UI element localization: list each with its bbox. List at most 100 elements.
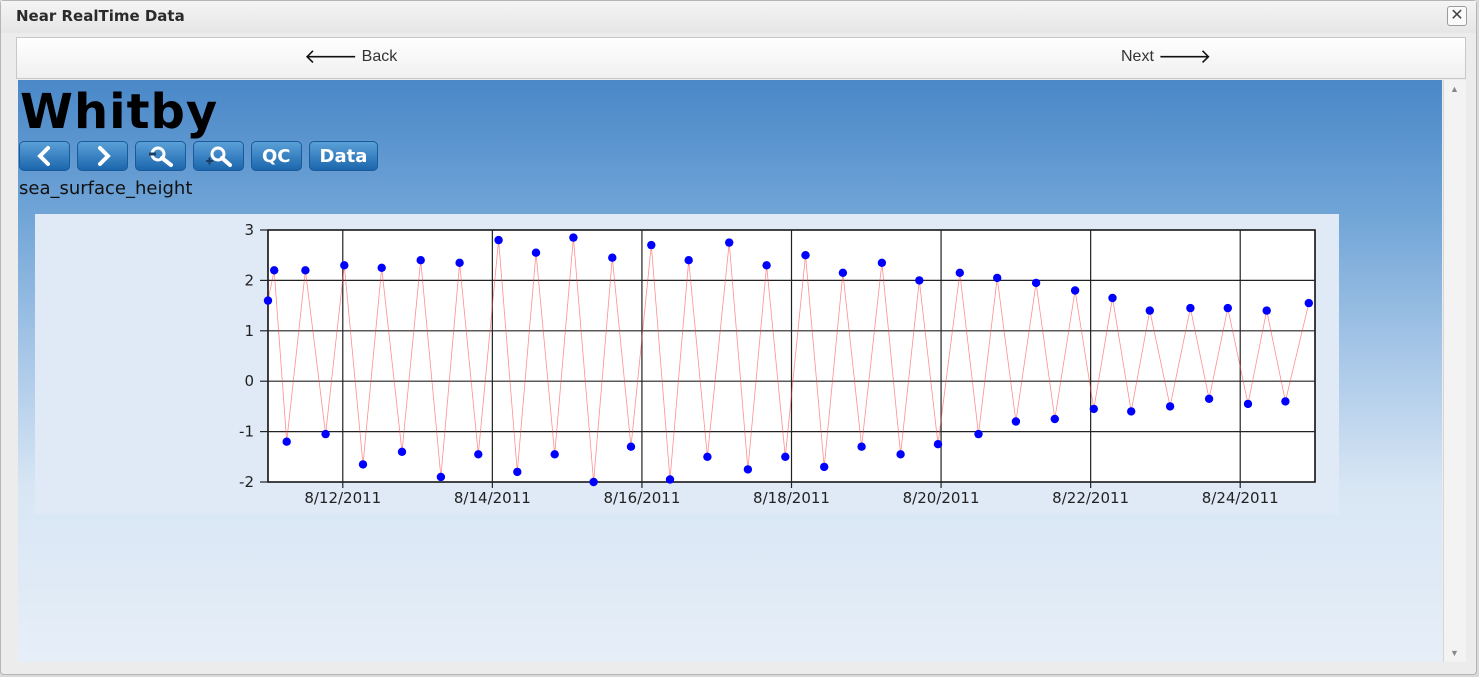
- zoom-in-icon: [205, 146, 232, 167]
- y-tick-label: 3: [244, 221, 254, 239]
- data-point: [801, 251, 810, 260]
- data-point: [1031, 278, 1041, 288]
- data-point: [1223, 303, 1233, 313]
- zoom-out-button[interactable]: [135, 141, 186, 171]
- data-point: [550, 450, 559, 459]
- data-point: [358, 460, 368, 469]
- data-point: [1108, 293, 1117, 303]
- scroll-up-icon[interactable]: ▲: [1450, 84, 1459, 94]
- data-point: [1262, 306, 1271, 315]
- x-tick-label: 8/12/2011: [304, 489, 381, 507]
- y-tick-label: -1: [239, 423, 254, 441]
- data-point: [1165, 402, 1175, 411]
- arrow-left-icon: 🡐: [304, 46, 358, 68]
- data-point: [647, 240, 656, 250]
- data-point: [1281, 397, 1290, 406]
- chevron-left-icon: [36, 146, 50, 166]
- zoom-out-icon: [148, 146, 173, 167]
- data-point: [377, 263, 386, 272]
- y-tick-label: 1: [244, 322, 254, 340]
- data-point: [993, 273, 1002, 283]
- window-titlebar[interactable]: Near RealTime Data ✕: [1, 1, 1476, 33]
- data-point: [703, 452, 712, 461]
- data-point: [820, 462, 829, 472]
- data-point: [725, 238, 734, 247]
- x-tick-label: 8/20/2011: [903, 489, 980, 507]
- data-point: [896, 450, 905, 459]
- data-point: [263, 296, 273, 305]
- data-point: [1204, 394, 1214, 403]
- data-point: [1070, 286, 1080, 295]
- zoom-in-button[interactable]: [193, 141, 244, 171]
- data-point: [1011, 417, 1021, 426]
- previous-period-button[interactable]: [19, 141, 70, 171]
- qc-button[interactable]: QC: [251, 141, 302, 171]
- data-point: [1243, 399, 1253, 409]
- data-point: [1050, 414, 1059, 424]
- data-point: [877, 258, 887, 267]
- data-point: [762, 261, 771, 270]
- next-period-button[interactable]: [77, 141, 128, 171]
- data-point: [340, 261, 349, 270]
- chart-container: 3 2 1 0 -1 -2 8/12/2011 8/14/2011 8/16/2011 8/18/…: [35, 214, 1339, 514]
- data-point: [608, 253, 617, 262]
- scroll-down-icon[interactable]: ▼: [1450, 648, 1459, 658]
- data-point: [301, 266, 310, 275]
- next-button[interactable]: Next 🡒: [1121, 46, 1212, 68]
- arrow-right-icon: 🡒: [1157, 46, 1212, 68]
- data-point: [955, 268, 964, 277]
- data-point: [569, 233, 578, 242]
- chart-toolbar: QC Data: [19, 141, 379, 171]
- back-button[interactable]: 🡐 Back: [304, 46, 398, 68]
- data-point: [513, 467, 522, 477]
- data-point: [1145, 306, 1155, 315]
- x-tick-label: 8/14/2011: [454, 489, 531, 507]
- variable-name: sea_surface_height: [19, 178, 193, 199]
- data-point: [436, 472, 446, 482]
- data-point: [474, 450, 483, 459]
- back-label: Back: [361, 48, 398, 65]
- x-tick-label: 8/18/2011: [753, 489, 830, 507]
- y-tick-label: -2: [239, 473, 254, 491]
- data-point: [1186, 303, 1195, 313]
- x-tick-label: 8/16/2011: [603, 489, 680, 507]
- data-point: [684, 256, 693, 265]
- station-title: Whitby: [20, 84, 219, 140]
- data-point: [915, 276, 924, 285]
- data-point: [974, 429, 983, 439]
- data-point: [321, 429, 330, 439]
- data-point: [1089, 404, 1099, 414]
- next-label: Next: [1121, 48, 1154, 65]
- data-point: [781, 452, 790, 461]
- vertical-scrollbar[interactable]: ▲ ▼: [1443, 80, 1466, 662]
- y-tick-label: 2: [244, 271, 254, 289]
- content-panel: Whitby: [18, 80, 1442, 662]
- data-point: [665, 475, 675, 484]
- chevron-right-icon: [97, 146, 111, 166]
- x-tick-label: 8/24/2011: [1202, 489, 1279, 507]
- nav-bar: 🡐 Back Next 🡒: [16, 37, 1466, 79]
- series-line: [267, 237, 1310, 483]
- data-point: [531, 248, 541, 257]
- data-point: [626, 442, 636, 451]
- data-point: [589, 477, 598, 487]
- data-button[interactable]: Data: [308, 141, 379, 171]
- y-tick-label: 0: [244, 372, 254, 390]
- data-point: [397, 447, 407, 456]
- sea-surface-height-chart: 3 2 1 0 -1 -2 8/12/2011 8/14/2011 8/16/2011 8/18/…: [239, 221, 1316, 507]
- data-point: [743, 465, 753, 474]
- data-point: [270, 266, 279, 275]
- close-button[interactable]: ✕: [1447, 6, 1467, 26]
- data-point: [282, 437, 291, 446]
- data-point: [416, 256, 425, 265]
- data-point: [1127, 407, 1136, 416]
- data-point: [494, 235, 503, 245]
- x-tick-label: 8/22/2011: [1052, 489, 1129, 507]
- data-point: [455, 258, 464, 267]
- data-point: [857, 442, 866, 451]
- data-point: [933, 440, 943, 449]
- data-point: [1304, 298, 1314, 308]
- data-point: [838, 268, 848, 277]
- window-title: Near RealTime Data: [16, 7, 185, 25]
